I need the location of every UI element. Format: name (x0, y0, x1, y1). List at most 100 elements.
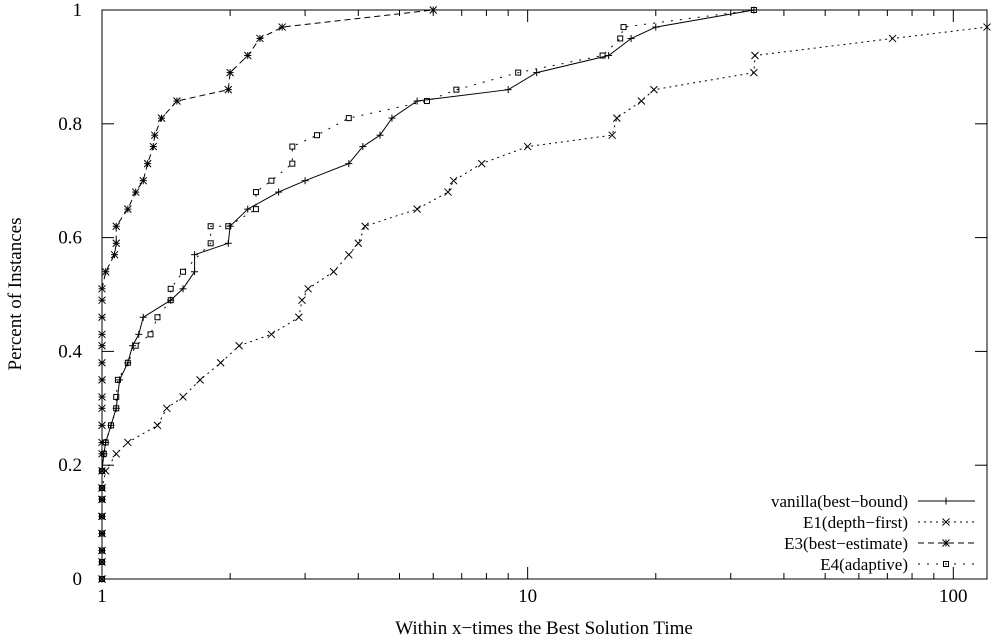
series-layer (98, 6, 991, 583)
y-tick-label: 0.8 (58, 114, 82, 135)
x-tick-label: 1 (97, 586, 107, 607)
plus-marker (224, 239, 232, 247)
plus-marker (135, 330, 143, 338)
plus-marker (191, 251, 199, 259)
star-marker (98, 358, 106, 367)
plus-marker (129, 342, 137, 350)
star-marker (98, 404, 106, 413)
plus-marker (244, 205, 252, 213)
square-marker (289, 143, 296, 150)
x-tick-label: 10 (518, 586, 537, 607)
legend-label: E1(depth−first) (803, 513, 908, 532)
star-marker (112, 222, 121, 231)
square-marker (113, 393, 120, 400)
legend-label: vanilla(best−bound) (771, 492, 908, 511)
plus-marker (376, 131, 384, 139)
star-marker (256, 34, 264, 43)
star-marker (942, 539, 950, 547)
star-marker (98, 341, 106, 350)
cross-marker (179, 393, 187, 401)
cross-marker (477, 159, 486, 168)
square-marker (180, 268, 187, 275)
square-marker (599, 52, 606, 59)
plus-marker (942, 497, 950, 505)
y-tick-label: 1 (73, 0, 83, 21)
square-marker (225, 223, 232, 230)
star-marker (143, 159, 152, 168)
cross-marker (612, 114, 621, 122)
cross-marker (304, 284, 312, 293)
legend-label: E4(adaptive) (820, 555, 908, 574)
plus-marker (301, 177, 309, 185)
square-marker (515, 69, 522, 76)
y-axis-title: Percent of Instances (5, 218, 26, 371)
star-marker (173, 97, 181, 105)
star-marker (149, 142, 158, 151)
series-3 (99, 7, 757, 582)
plus-marker (359, 143, 367, 151)
cross-marker (608, 131, 617, 140)
square-marker (167, 285, 174, 292)
star-marker (243, 51, 252, 60)
y-tick-label: 0.4 (58, 341, 82, 362)
star-marker (98, 375, 106, 384)
cross-marker (413, 205, 421, 214)
square-marker (207, 223, 214, 230)
square-marker (147, 331, 154, 338)
cross-marker (196, 375, 204, 384)
cross-marker (751, 51, 759, 60)
plus-marker (191, 268, 199, 276)
plus-marker (533, 69, 541, 77)
square-marker (268, 177, 275, 184)
plus-marker (627, 34, 635, 42)
y-tick-label: 0 (73, 569, 83, 590)
cross-marker (329, 267, 338, 276)
plus-marker (139, 313, 147, 321)
square-marker (99, 513, 105, 520)
series-line (101, 9, 434, 579)
square-marker (108, 422, 115, 429)
square-marker (345, 115, 352, 122)
star-marker (278, 23, 287, 31)
cross-marker (162, 404, 171, 413)
square-marker (617, 35, 624, 42)
cross-marker (294, 313, 303, 322)
y-tick-label: 0.6 (58, 228, 82, 249)
cross-marker (235, 341, 244, 350)
square-marker (100, 450, 107, 457)
square-marker (99, 547, 105, 554)
axis-ticks: 1 10 100 0 0.2 0.4 0.6 0.8 1 (58, 0, 987, 607)
plus-marker (605, 52, 613, 60)
star-marker (429, 6, 438, 14)
cross-marker (267, 330, 276, 339)
square-marker (314, 132, 321, 139)
series-line (101, 9, 754, 579)
square-marker (289, 160, 296, 167)
series-0 (98, 6, 758, 583)
star-marker (98, 284, 106, 293)
cross-marker (888, 34, 897, 43)
series-line (101, 9, 754, 579)
star-marker (139, 176, 148, 185)
square-marker (453, 86, 460, 93)
star-marker (98, 330, 106, 339)
cross-marker (637, 97, 646, 105)
star-marker (101, 267, 110, 276)
square-marker (102, 439, 109, 446)
square-marker (99, 576, 105, 582)
square-marker (113, 405, 120, 412)
cross-marker (650, 85, 658, 94)
plus-marker (345, 160, 353, 168)
plus-marker (179, 285, 187, 293)
legend-label: E3(best−estimate) (784, 534, 908, 553)
cross-marker (112, 449, 121, 458)
plus-marker (275, 188, 283, 196)
square-marker (167, 297, 174, 304)
x-axis-title: Within x−times the Best Solution Time (395, 618, 693, 639)
star-marker (150, 131, 159, 140)
square-marker (423, 98, 430, 105)
square-marker (99, 496, 105, 503)
cross-marker (449, 176, 458, 185)
star-marker (157, 114, 166, 122)
cross-marker (983, 23, 991, 31)
